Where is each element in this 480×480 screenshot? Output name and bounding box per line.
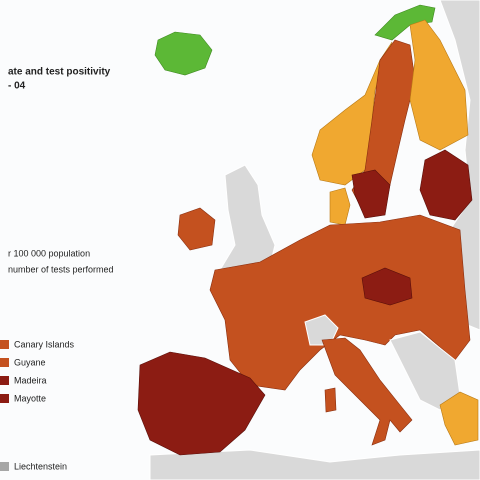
iceland	[154, 31, 213, 76]
legend-label: Mayotte	[14, 393, 46, 403]
legend-swatch	[0, 394, 9, 403]
czechia	[361, 267, 413, 306]
legend-label: Liechtenstein	[14, 461, 67, 471]
sardinia	[324, 387, 337, 413]
italy	[321, 337, 413, 446]
legend-label: Guyane	[14, 357, 46, 367]
legend-label: Madeira	[14, 375, 47, 385]
map-title: ate and test positivity	[8, 67, 111, 78]
switzerland	[304, 314, 339, 346]
ireland	[177, 207, 216, 251]
africa	[149, 449, 480, 480]
legend-swatch	[0, 376, 9, 385]
map-subtitle: - 04	[8, 81, 26, 92]
map-shapes	[137, 0, 480, 480]
baltics	[419, 149, 473, 221]
legend-swatch	[0, 358, 9, 367]
finland	[409, 19, 469, 151]
sweden-south	[351, 169, 391, 219]
denmark	[329, 187, 351, 226]
legend-swatch	[0, 462, 9, 471]
norway-north	[374, 4, 436, 41]
legend-note: r 100 000 population	[8, 248, 90, 258]
legend-label: Canary Islands	[14, 339, 75, 349]
legend-note: number of tests performed	[8, 264, 114, 274]
legend-swatch	[0, 340, 9, 349]
iberia	[137, 351, 266, 456]
greece	[439, 391, 479, 446]
